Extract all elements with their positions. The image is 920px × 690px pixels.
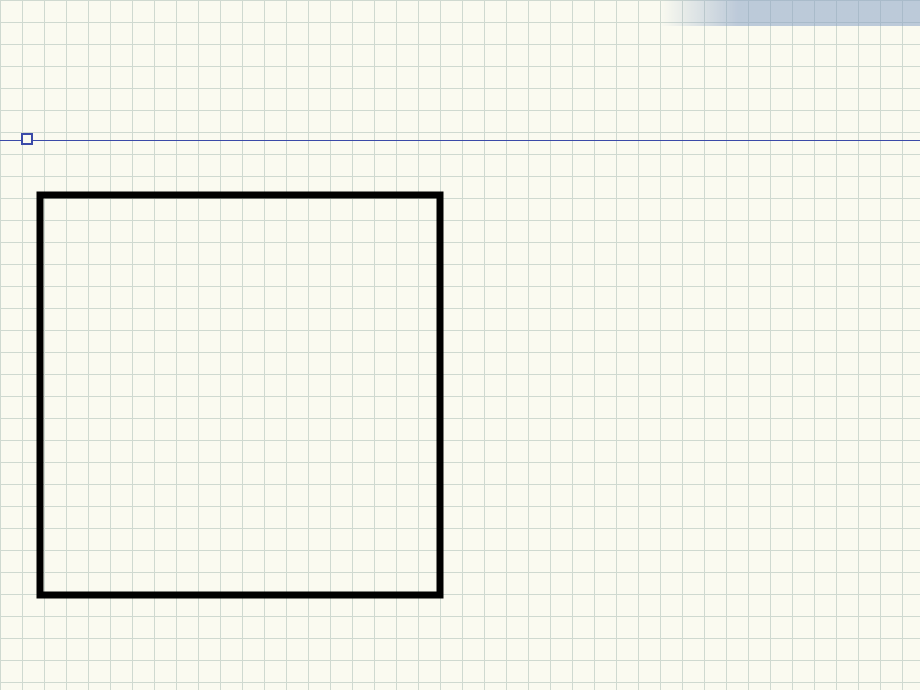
tangram-outline bbox=[490, 190, 900, 600]
decorative-stripe bbox=[660, 0, 920, 26]
slide bbox=[0, 0, 920, 690]
title-underline bbox=[0, 138, 920, 141]
tangram-colored bbox=[35, 190, 445, 600]
title-marker-icon bbox=[21, 133, 33, 145]
